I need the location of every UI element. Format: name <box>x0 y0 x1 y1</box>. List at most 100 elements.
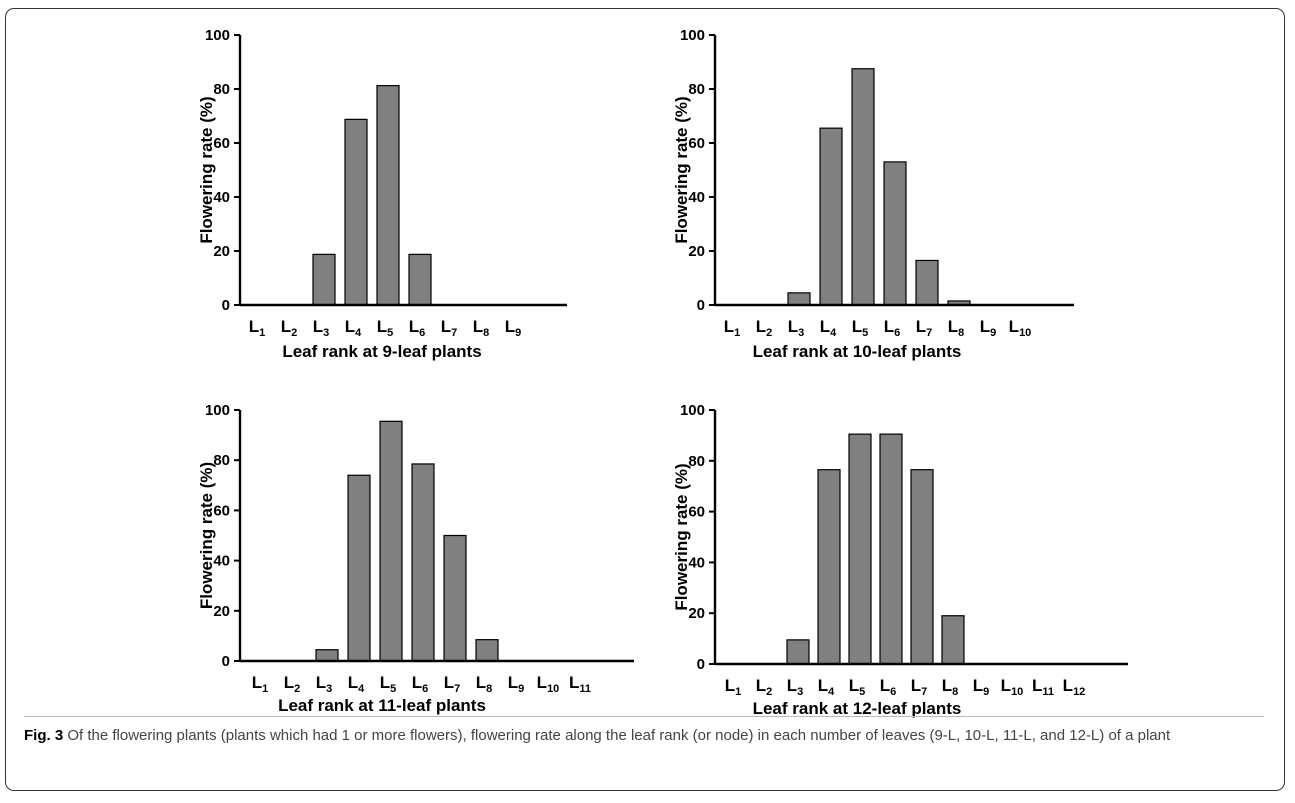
x-tick-label-L3: L3 <box>788 317 805 339</box>
y-tick-label: 100 <box>680 402 705 419</box>
y-tick-label: 20 <box>213 603 230 620</box>
bar-L3 <box>315 649 339 662</box>
x-tick-label-L9: L9 <box>505 317 522 339</box>
figure-caption: Fig. 3 Of the flowering plants (plants w… <box>24 716 1264 746</box>
x-axis-title: Leaf rank at 10-leaf plants <box>753 342 962 361</box>
x-axis-title: Leaf rank at 9-leaf plants <box>282 342 481 361</box>
y-tick-label: 40 <box>213 553 230 570</box>
x-tick-label-L1: L1 <box>724 317 741 339</box>
y-tick-label: 60 <box>213 502 230 519</box>
x-tick-label-L6: L6 <box>880 676 897 698</box>
x-tick-label-L3: L3 <box>787 676 804 698</box>
bar-L4 <box>347 474 371 662</box>
y-tick-label: 100 <box>205 27 230 44</box>
x-tick-label-L2: L2 <box>284 673 301 695</box>
x-tick-label-L10: L10 <box>537 673 560 695</box>
x-tick-label-L9: L9 <box>508 673 525 695</box>
y-tick-label: 60 <box>688 504 705 521</box>
x-tick-label-L7: L7 <box>444 673 461 695</box>
x-tick-label-L8: L8 <box>476 673 493 695</box>
bar-L8 <box>941 615 965 665</box>
x-tick-label-L2: L2 <box>756 317 773 339</box>
y-tick-label: 0 <box>697 656 705 673</box>
x-axis-title: Leaf rank at 12-leaf plants <box>753 699 962 718</box>
y-tick-label: 60 <box>688 135 705 152</box>
x-tick-label-L11: L11 <box>1032 676 1054 698</box>
x-tick-label-L5: L5 <box>377 317 394 339</box>
x-tick-label-L11: L11 <box>569 673 591 695</box>
bar-L5 <box>851 68 875 306</box>
bar-L8 <box>475 639 499 662</box>
x-tick-label-L8: L8 <box>942 676 959 698</box>
bar-L6 <box>879 433 903 665</box>
bar-chart-11-leaf: 0 20 40 60 80 100 L1 L2 L3 L4 L5 L6 L7 L8 L9 L10 L11 Leaf… <box>197 402 634 715</box>
x-tick-label-L10: L10 <box>1001 676 1024 698</box>
y-tick-label: 0 <box>697 297 705 314</box>
x-tick-label-L8: L8 <box>473 317 490 339</box>
x-tick-label-L5: L5 <box>852 317 869 339</box>
bar-L6 <box>408 253 432 306</box>
bar-L3 <box>787 292 811 306</box>
x-tick-label-L12: L12 <box>1063 676 1086 698</box>
x-tick-label-L4: L4 <box>820 317 837 339</box>
bar-L7 <box>910 469 934 665</box>
y-axis-title: Flowering rate (%) <box>197 462 216 609</box>
x-tick-label-L7: L7 <box>441 317 458 339</box>
y-tick-label: 0 <box>222 297 230 314</box>
x-tick-label-L3: L3 <box>313 317 330 339</box>
bar-L6 <box>411 463 435 662</box>
bar-chart-12-leaf: 0 20 40 60 80 100 L1 L2 L3 L4 L5 L6 L7 L8 L9 L10 L11 L12 L… <box>672 402 1128 718</box>
bar-chart-10-leaf: 0 20 40 60 80 100 L1 L2 L3 L4 L5 L6 L7 L8 L9 L10 Leaf ra… <box>672 27 1074 361</box>
x-tick-label-L2: L2 <box>281 317 298 339</box>
y-axis-title: Flowering rate (%) <box>672 463 691 610</box>
bar-L5 <box>379 420 403 662</box>
figure-frame <box>5 8 1285 791</box>
y-axis-title: Flowering rate (%) <box>197 96 216 243</box>
y-tick-label: 80 <box>213 81 230 98</box>
x-tick-label-L6: L6 <box>409 317 426 339</box>
x-tick-label-L3: L3 <box>316 673 333 695</box>
figure-caption-label: Fig. 3 <box>24 727 64 744</box>
x-tick-label-L7: L7 <box>911 676 928 698</box>
bar-L3 <box>786 639 810 665</box>
x-tick-label-L4: L4 <box>345 317 362 339</box>
figure-caption-text: Of the flowering plants (plants which ha… <box>63 727 1171 744</box>
bar-L5 <box>848 433 872 665</box>
x-tick-label-L8: L8 <box>948 317 965 339</box>
y-tick-label: 40 <box>688 189 705 206</box>
y-tick-label: 80 <box>213 452 230 469</box>
x-tick-label-L5: L5 <box>849 676 866 698</box>
bar-L4 <box>344 118 368 306</box>
x-tick-label-L1: L1 <box>252 673 269 695</box>
y-tick-label: 100 <box>680 27 705 44</box>
y-tick-label: 60 <box>213 135 230 152</box>
x-tick-label-L9: L9 <box>973 676 990 698</box>
x-tick-label-L9: L9 <box>980 317 997 339</box>
y-tick-label: 20 <box>688 243 705 260</box>
x-axis-title: Leaf rank at 11-leaf plants <box>278 696 486 715</box>
x-tick-label-L7: L7 <box>916 317 933 339</box>
x-tick-label-L2: L2 <box>756 676 773 698</box>
y-tick-label: 20 <box>688 605 705 622</box>
bar-L7 <box>443 534 467 662</box>
bar-L6 <box>883 161 907 306</box>
y-tick-label: 80 <box>688 453 705 470</box>
bar-L3 <box>312 253 336 306</box>
bar-L4 <box>817 469 841 665</box>
y-tick-label: 0 <box>222 653 230 670</box>
bar-chart-9-leaf: 0 20 40 60 80 100 L1 L2 L3 L4 L5 L6 L7 L8 L9 Leaf rank … <box>197 27 567 361</box>
y-tick-label: 40 <box>688 554 705 571</box>
y-tick-label: 100 <box>205 402 230 419</box>
x-tick-label-L1: L1 <box>725 676 742 698</box>
x-tick-label-L10: L10 <box>1009 317 1032 339</box>
y-axis-title: Flowering rate (%) <box>672 96 691 243</box>
bar-L4 <box>819 127 843 306</box>
bar-L7 <box>915 259 939 306</box>
y-tick-label: 20 <box>213 243 230 260</box>
x-tick-label-L6: L6 <box>412 673 429 695</box>
x-tick-label-L5: L5 <box>380 673 397 695</box>
bar-L5 <box>376 85 400 306</box>
x-tick-label-L4: L4 <box>348 673 365 695</box>
x-tick-label-L4: L4 <box>818 676 835 698</box>
x-tick-label-L6: L6 <box>884 317 901 339</box>
